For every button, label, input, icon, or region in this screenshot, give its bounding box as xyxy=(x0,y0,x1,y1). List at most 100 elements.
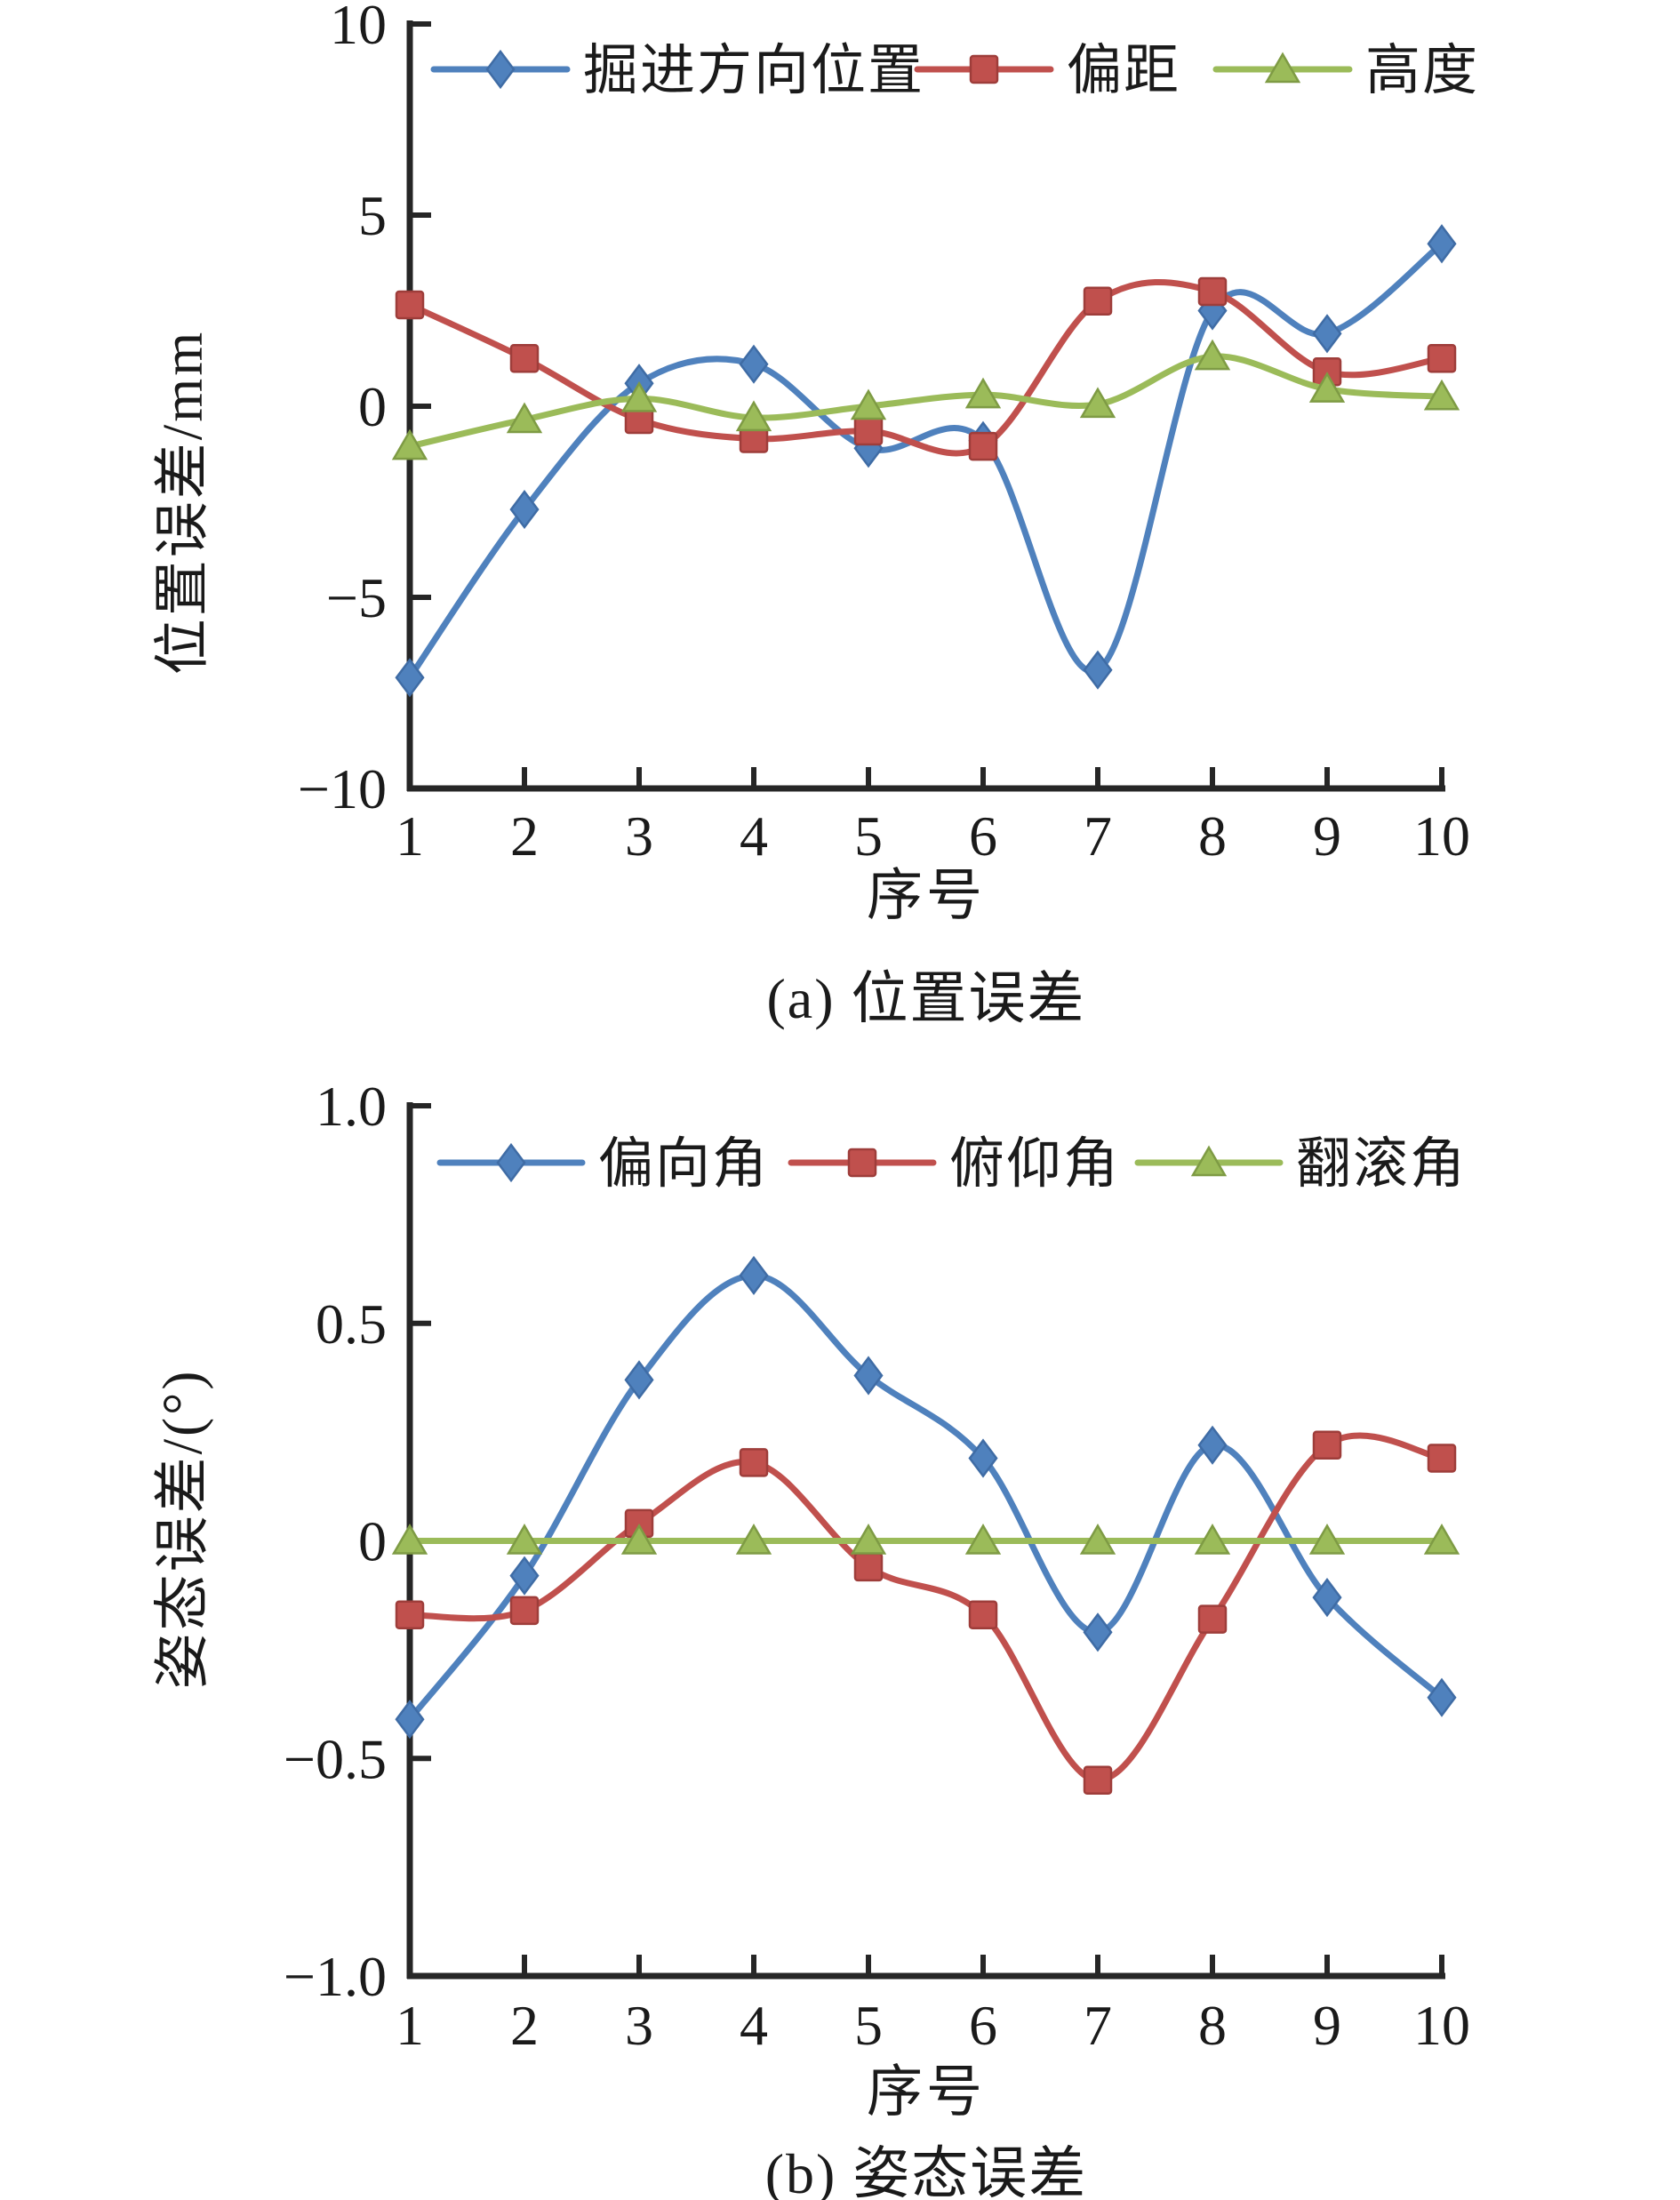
data-point-marker-triangle xyxy=(391,1524,428,1555)
data-point-marker-square xyxy=(739,1448,769,1477)
data-point-marker-triangle xyxy=(964,377,1002,409)
data-point-marker-diamond xyxy=(496,1142,526,1183)
data-point-marker-square xyxy=(1083,286,1113,316)
data-point-marker-diamond xyxy=(485,49,516,90)
x-tick-label: 6 xyxy=(969,1994,997,2057)
chart-a-x-axis-title: 序号 xyxy=(867,864,986,927)
x-tick-label: 4 xyxy=(740,804,768,868)
y-tick-label: −5 xyxy=(326,566,387,629)
legend-item: 偏距 xyxy=(914,41,1180,101)
x-tick-label: 1 xyxy=(396,1994,424,2057)
data-point-marker-square xyxy=(968,431,998,461)
legend-item: 高度 xyxy=(1212,41,1479,101)
x-tick-label: 2 xyxy=(510,804,539,868)
y-tick-label: −10 xyxy=(298,757,387,820)
y-tick-label: 5 xyxy=(358,184,387,247)
legend-item: 掘进方向位置 xyxy=(430,41,924,101)
y-tick-label: 1.0 xyxy=(316,1075,387,1138)
data-point-marker-diamond xyxy=(1427,1677,1457,1717)
data-point-marker-triangle xyxy=(1194,339,1231,371)
x-tick-label: 6 xyxy=(969,804,997,868)
data-point-marker-square xyxy=(969,54,999,84)
data-point-marker-triangle xyxy=(850,388,887,420)
y-tick-label: 0.5 xyxy=(316,1292,387,1356)
series-line xyxy=(406,353,1445,450)
data-point-marker-diamond xyxy=(509,1556,540,1596)
x-tick-label: 9 xyxy=(1313,1994,1341,2057)
series-line xyxy=(406,1272,1445,1723)
data-point-marker-triangle xyxy=(1194,1524,1231,1555)
x-tick-label: 2 xyxy=(510,1994,539,2057)
x-tick-label: 4 xyxy=(740,1994,768,2057)
data-point-marker-square xyxy=(1197,276,1228,307)
data-point-marker-triangle xyxy=(1264,52,1301,84)
data-point-marker-triangle xyxy=(506,402,543,434)
data-point-marker-square xyxy=(395,290,425,320)
data-point-marker-triangle xyxy=(1190,1145,1228,1177)
y-tick-label: −0.5 xyxy=(284,1727,387,1790)
data-point-marker-triangle xyxy=(506,1524,543,1555)
legend-label: 掘进方向位置 xyxy=(583,41,924,101)
legend-item: 偏向角 xyxy=(436,1134,769,1195)
data-point-marker-triangle xyxy=(735,1524,772,1555)
series-line xyxy=(406,240,1445,681)
data-point-marker-square xyxy=(509,344,540,373)
data-point-marker-diamond xyxy=(1083,650,1113,690)
data-point-marker-triangle xyxy=(391,428,428,460)
data-point-marker-triangle xyxy=(620,1524,658,1555)
series-line xyxy=(406,279,1445,457)
x-tick-label: 10 xyxy=(1413,1994,1470,2057)
legend-label: 偏距 xyxy=(1067,41,1180,101)
legend-label: 偏向角 xyxy=(598,1134,769,1195)
x-tick-label: 9 xyxy=(1313,804,1341,868)
legend-label: 翻滚角 xyxy=(1296,1134,1467,1195)
x-tick-label: 10 xyxy=(1413,804,1470,868)
data-point-marker-diamond xyxy=(968,1438,998,1478)
data-point-marker-square xyxy=(968,1600,998,1629)
data-point-marker-triangle xyxy=(1079,1524,1116,1555)
x-tick-label: 3 xyxy=(625,804,653,868)
data-point-marker-square xyxy=(847,1148,877,1178)
y-tick-label: 10 xyxy=(330,0,387,56)
data-point-marker-square xyxy=(509,1596,540,1626)
x-tick-label: 7 xyxy=(1084,804,1112,868)
chart-b-attitude-error: 1.0 0.5 0 −0.5 −1.01 2 3 4 5 6 7 8 9 10 偏向角 俯仰角 翻滚角 xyxy=(284,1075,1470,2057)
x-tick-label: 8 xyxy=(1198,1994,1227,2057)
data-point-marker-diamond xyxy=(739,344,769,384)
data-point-marker-square xyxy=(853,416,884,446)
y-tick-label: 0 xyxy=(358,1510,387,1573)
data-point-marker-diamond xyxy=(624,1360,654,1400)
chart-b-caption: (b) 姿态误差 xyxy=(764,2142,1088,2200)
data-point-marker-diamond xyxy=(739,1255,769,1295)
data-point-marker-triangle xyxy=(735,400,772,432)
chart-b-y-axis-title: 姿态误差/(°) xyxy=(151,1368,214,1690)
legend-item: 俯仰角 xyxy=(788,1134,1120,1195)
data-point-marker-triangle xyxy=(1423,379,1460,411)
data-point-marker-triangle xyxy=(620,380,658,412)
data-point-marker-diamond xyxy=(1312,1578,1342,1618)
data-point-marker-square xyxy=(853,1552,884,1582)
data-point-marker-square xyxy=(1083,1765,1113,1795)
chart-b-x-axis-title: 序号 xyxy=(867,2060,986,2124)
data-point-marker-diamond xyxy=(1427,224,1457,264)
x-tick-label: 1 xyxy=(396,804,424,868)
legend-label: 高度 xyxy=(1365,41,1479,101)
data-point-marker-diamond xyxy=(395,658,425,698)
x-tick-label: 5 xyxy=(854,804,883,868)
data-point-marker-diamond xyxy=(853,1356,884,1396)
x-tick-label: 7 xyxy=(1084,1994,1112,2057)
data-point-marker-diamond xyxy=(1083,1612,1113,1652)
y-tick-label: 0 xyxy=(358,375,387,438)
data-point-marker-diamond xyxy=(395,1700,425,1740)
chart-a-position-error: 10 5 0 −5 −101 2 3 4 5 6 7 8 9 10 掘进方向位置 偏距 高度 xyxy=(298,0,1479,868)
data-point-marker-triangle xyxy=(1308,372,1346,403)
data-point-marker-triangle xyxy=(850,1524,887,1555)
data-point-marker-diamond xyxy=(1197,1425,1228,1465)
chart-a-caption: (a) 位置误差 xyxy=(766,967,1086,1030)
legend-label: 俯仰角 xyxy=(949,1134,1120,1195)
data-point-marker-square xyxy=(1312,1430,1342,1460)
data-point-marker-square xyxy=(1427,1444,1457,1473)
data-point-marker-square xyxy=(1427,344,1457,373)
